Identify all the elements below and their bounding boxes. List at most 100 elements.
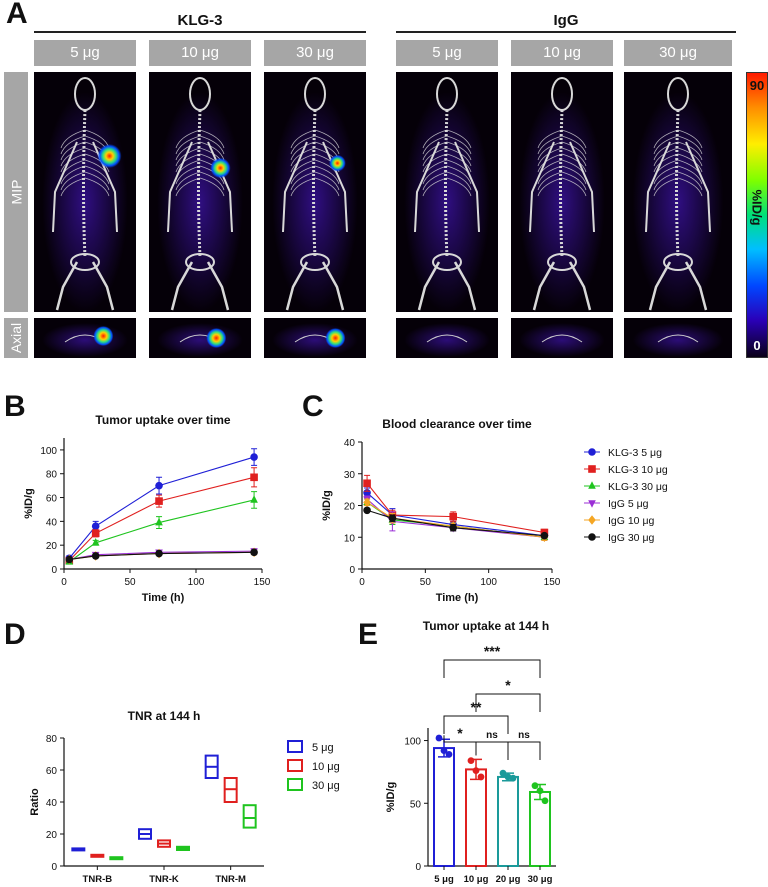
chart-b-series-line [68,456,255,559]
chart-e-x-tick-label: 10 μg [464,874,489,885]
chart-b-y-tick-label: 80 [46,470,58,481]
chart-c-data-point [388,514,397,522]
chart-c-y-label: %ID/g [321,490,333,521]
dose-header: 30 μg [624,40,732,66]
chart-b-data-point [250,453,258,461]
chart-e-data-point [509,774,517,782]
chart-d-legend-swatch [287,740,303,753]
chart-c-legend-marker [588,533,596,541]
chart-d-x-tick-label: TNR-M [215,874,246,885]
chart-d-legend-label: 10 μg [312,761,340,773]
chart-c-legend-label: IgG 30 μg [608,532,654,544]
chart-b-data-point [155,497,163,505]
chart-e-data-point [445,750,453,758]
chart-d-y-tick-label: 60 [46,766,58,777]
chart-c-legend-label: KLG-3 5 μg [608,447,662,459]
chart-d-y-tick-label: 80 [46,734,58,745]
chart-e-significance-bracket [475,741,509,760]
chart-b-data-point [250,548,258,557]
row-label-mip: MIP [4,72,28,312]
chart-b-y-tick-label: 20 [46,541,58,552]
chart-b-y-tick-label: 0 [51,565,57,576]
chart-c-y-tick-label: 10 [344,533,356,544]
chart-e-significance-bracket [475,693,541,712]
panel-e-label: E [358,618,379,651]
chart-e-x-tick-label: 30 μg [528,874,553,885]
chart-d-y-tick-label: 0 [51,862,57,873]
chart-b-data-point [155,517,163,526]
chart-d-legend-swatch [287,759,303,772]
chart-d-legend-label: 5 μg [312,742,334,754]
chart-c-legend-label: KLG-3 10 μg [608,464,668,476]
dose-header: 10 μg [511,40,613,66]
chart-b-x-label: Time (h) [142,592,185,604]
chart-b-y-tick-label: 60 [46,494,58,505]
chart-b-data-point [91,552,100,560]
chart-b-data-point [91,529,100,538]
chart-e-x-tick-label: 5 μg [434,874,454,885]
chart-e-data-point [477,773,485,781]
chart-e-data-point [467,757,475,765]
chart-b-x-tick-label: 0 [61,577,67,588]
chart-b-data-point [91,522,100,530]
dose-header: 5 μg [34,40,136,66]
panel-d-label: D [4,618,26,651]
chart-c-data-point [540,531,549,540]
axial-image [34,318,136,358]
chart-b-x-tick-label: 150 [254,577,271,588]
chart-d-box [242,804,257,829]
chart-c-title: Blood clearance over time [382,417,532,431]
chart-b-data-point [65,555,74,564]
mip-image [264,72,366,312]
chart-c-legend-marker [588,481,596,489]
chart-c-x-tick-label: 100 [480,577,497,588]
chart-c-data-point [363,497,371,508]
chart-b-data-point [155,481,163,490]
row-label-axial: Axial [4,318,28,358]
chart-e-data-point [435,734,443,742]
mip-image [624,72,732,312]
chart-e-bar [497,775,519,867]
chart-b-x-tick-label: 100 [188,577,205,588]
chart-c-data-point [363,479,371,488]
chart-b-y-label: %ID/g [23,488,35,519]
chart-c-legend-label: IgG 10 μg [608,515,654,527]
chart-c-x-tick-label: 50 [420,577,432,588]
mip-image [34,72,136,312]
chart-c-y-tick-label: 0 [349,565,355,576]
dose-header: 5 μg [396,40,498,66]
chart-e-significance-label: *** [484,643,501,659]
panel-a-label: A [6,0,28,30]
group-underline-klg3 [34,31,366,33]
chart-d-legend-swatch [287,778,303,791]
chart-c-y-tick-label: 30 [344,470,356,481]
chart-b-series-line [68,499,255,563]
chart-c-legend-marker [588,515,596,525]
group-label-igg: IgG [553,12,579,29]
chart-e-significance-bracket [443,715,509,734]
chart-e-data-point [472,767,480,775]
chart-e-data-point [536,787,544,795]
chart-e-bar [433,747,455,868]
chart-c-x-tick-label: 150 [544,577,561,588]
chart-e-y-label: %ID/g [385,782,397,813]
chart-b-x-tick-label: 50 [124,577,136,588]
chart-b-y-tick-label: 100 [40,446,57,457]
chart-c-legend-marker [588,465,596,473]
chart-e-significance-label: * [505,677,511,693]
chart-c-legend-marker [588,500,596,508]
axial-image [624,318,732,358]
chart-e-data-point [541,797,549,805]
chart-c-x-tick-label: 0 [359,577,365,588]
group-underline-igg [396,31,736,33]
colorbar-max: 90 [749,78,765,93]
dose-header: 10 μg [149,40,251,66]
chart-b-series-line [68,476,255,562]
chart-b-data-point [250,473,258,482]
chart-b-data-point [250,495,258,503]
axial-image [511,318,613,358]
chart-b-y-tick-label: 40 [46,517,58,528]
chart-e-significance-label: * [457,725,463,741]
axial-image [149,318,251,358]
